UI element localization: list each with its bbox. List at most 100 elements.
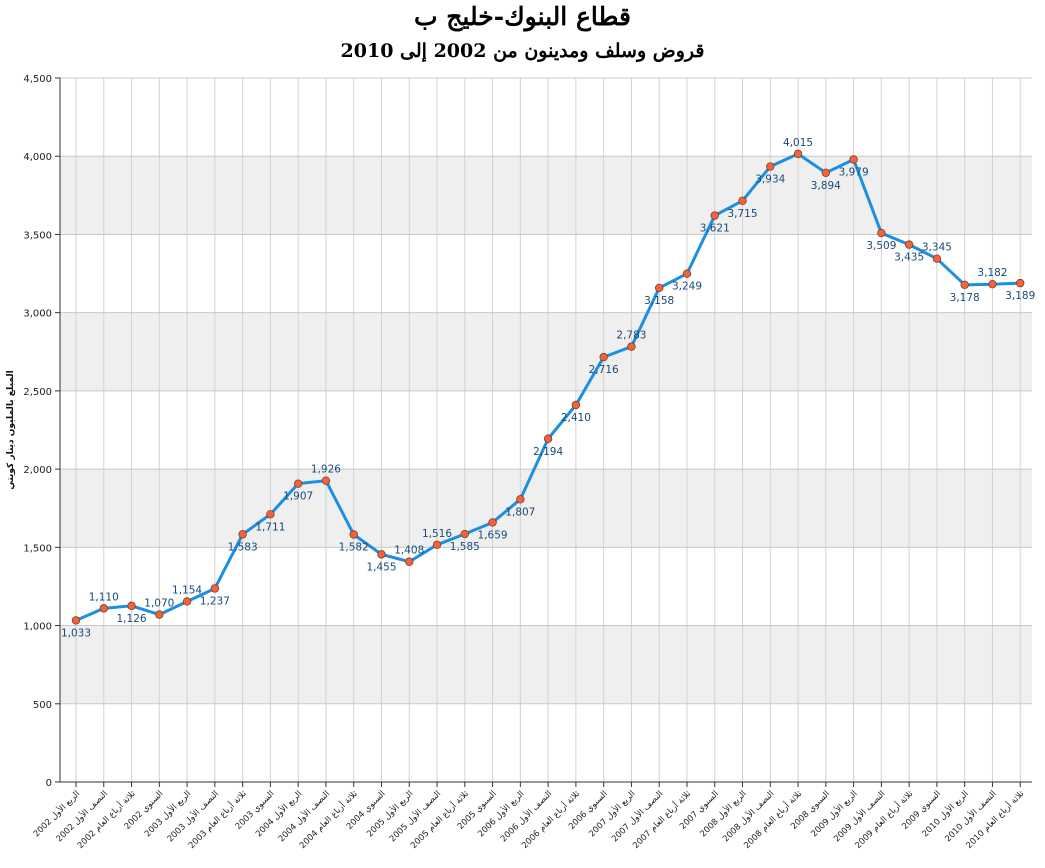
band xyxy=(60,312,1032,391)
data-point xyxy=(571,400,581,410)
data-label: 3,182 xyxy=(977,267,1007,279)
x-tick-label: النصف الأول 2002 xyxy=(54,788,110,844)
axes xyxy=(59,78,1032,783)
data-label: 1,807 xyxy=(505,506,535,518)
x-tick-label: النصف الأول 2010 xyxy=(943,788,999,844)
x-tick-label: الربع الأول 2008 xyxy=(698,788,749,839)
data-point xyxy=(238,530,247,539)
data-point xyxy=(377,550,386,559)
x-tick-label: الربع الأول 2006 xyxy=(475,788,526,839)
data-label: 3,979 xyxy=(839,167,869,179)
data-label: 3,178 xyxy=(950,292,980,304)
data-label: 1,582 xyxy=(339,542,369,554)
data-label: 1,907 xyxy=(283,491,313,503)
data-point xyxy=(516,495,525,504)
data-label: 3,189 xyxy=(1005,290,1035,302)
data-label: 1,455 xyxy=(366,561,396,573)
data-point xyxy=(932,254,942,263)
x-tick-label: النصف الأول 2007 xyxy=(609,788,665,844)
data-point xyxy=(655,283,664,293)
x-tick-label: النصف الأول 2009 xyxy=(831,788,887,844)
data-label: 1,711 xyxy=(255,521,285,533)
x-tick-label: الربع الأول 2004 xyxy=(253,788,304,839)
data-point xyxy=(432,540,442,550)
data-point xyxy=(182,597,192,606)
data-point xyxy=(71,616,81,625)
data-point xyxy=(210,584,220,593)
data-point xyxy=(710,211,719,220)
x-tick-label: النصف الأول 2006 xyxy=(498,788,554,844)
y-tick-label: 4,500 xyxy=(23,74,52,85)
data-point xyxy=(988,279,997,289)
x-tick-label: الربع الأول 2002 xyxy=(31,788,82,839)
y-tick-label: 2,500 xyxy=(23,387,52,398)
data-label: 3,934 xyxy=(755,174,785,186)
x-tick-label: النصف الأول 2005 xyxy=(387,788,443,844)
data-label: 2,783 xyxy=(616,330,646,342)
data-label: 1,659 xyxy=(478,529,508,541)
y-tick-label: 2,000 xyxy=(23,465,52,476)
band xyxy=(60,625,1032,704)
y-axis-ticks: 0 500 1,000 1,500 2,000 2,500 3,000 3,500 4,000 4… xyxy=(23,74,60,789)
data-label: 2,194 xyxy=(533,446,563,458)
x-tick-label: النصف الأول 2008 xyxy=(720,788,776,844)
data-label: 1,516 xyxy=(422,528,452,540)
x-tick-label: النصف الأول 2004 xyxy=(276,788,332,844)
data-label: 1,583 xyxy=(228,541,258,553)
data-point xyxy=(266,510,275,519)
data-label: 1,408 xyxy=(394,545,424,557)
data-point xyxy=(821,168,831,178)
y-tick-label: 3,500 xyxy=(23,230,52,241)
data-label: 1,585 xyxy=(450,541,480,553)
data-point xyxy=(627,342,636,351)
data-point xyxy=(599,352,608,362)
data-label: 4,015 xyxy=(783,137,813,149)
data-point xyxy=(738,196,747,206)
y-tick-label: 0 xyxy=(46,778,52,789)
data-label: 1,154 xyxy=(172,584,202,596)
chart-subtitle: قروض وسلف ومدينون من 2002 إلى 2010 xyxy=(340,40,705,62)
data-point xyxy=(877,228,886,238)
y-tick-label: 1,500 xyxy=(23,543,52,554)
data-label: 3,249 xyxy=(672,281,702,293)
data-label: 3,509 xyxy=(866,240,896,252)
data-points xyxy=(71,149,1025,625)
data-label: 1,110 xyxy=(89,591,119,603)
y-tick-label: 500 xyxy=(33,700,52,711)
band xyxy=(60,156,1032,235)
band xyxy=(60,469,1032,548)
x-tick-label: الربع الأول 2007 xyxy=(587,788,638,839)
data-point xyxy=(460,529,469,539)
data-label: 3,435 xyxy=(894,252,924,264)
vertical-gridlines xyxy=(75,78,1021,782)
data-point xyxy=(793,149,803,159)
y-tick-label: 4,000 xyxy=(23,152,52,163)
data-point xyxy=(488,518,497,527)
y-tick-label: 1,000 xyxy=(23,622,52,633)
data-point xyxy=(349,530,358,539)
data-point xyxy=(766,162,775,171)
data-point xyxy=(321,476,331,485)
data-label: 3,158 xyxy=(644,295,674,307)
data-point xyxy=(1016,278,1025,288)
data-point xyxy=(960,280,969,290)
data-label: 1,237 xyxy=(200,595,230,607)
data-label: 2,716 xyxy=(589,364,619,376)
x-tick-label: الربع الأول 2009 xyxy=(809,788,860,839)
data-point xyxy=(849,155,858,164)
x-tick-label: الربع الأول 2005 xyxy=(364,788,415,839)
data-point xyxy=(127,601,136,611)
data-label: 3,715 xyxy=(727,208,757,220)
data-point xyxy=(405,557,414,566)
data-point xyxy=(904,240,914,249)
x-tick-label: النصف الأول 2003 xyxy=(165,788,221,844)
data-label: 1,070 xyxy=(144,598,174,610)
data-point xyxy=(99,604,108,613)
data-point xyxy=(155,610,164,619)
chart-title: قطاع البنوك-خليج ب xyxy=(414,2,631,31)
data-label: 3,345 xyxy=(922,242,952,254)
background-bands xyxy=(60,156,1032,704)
